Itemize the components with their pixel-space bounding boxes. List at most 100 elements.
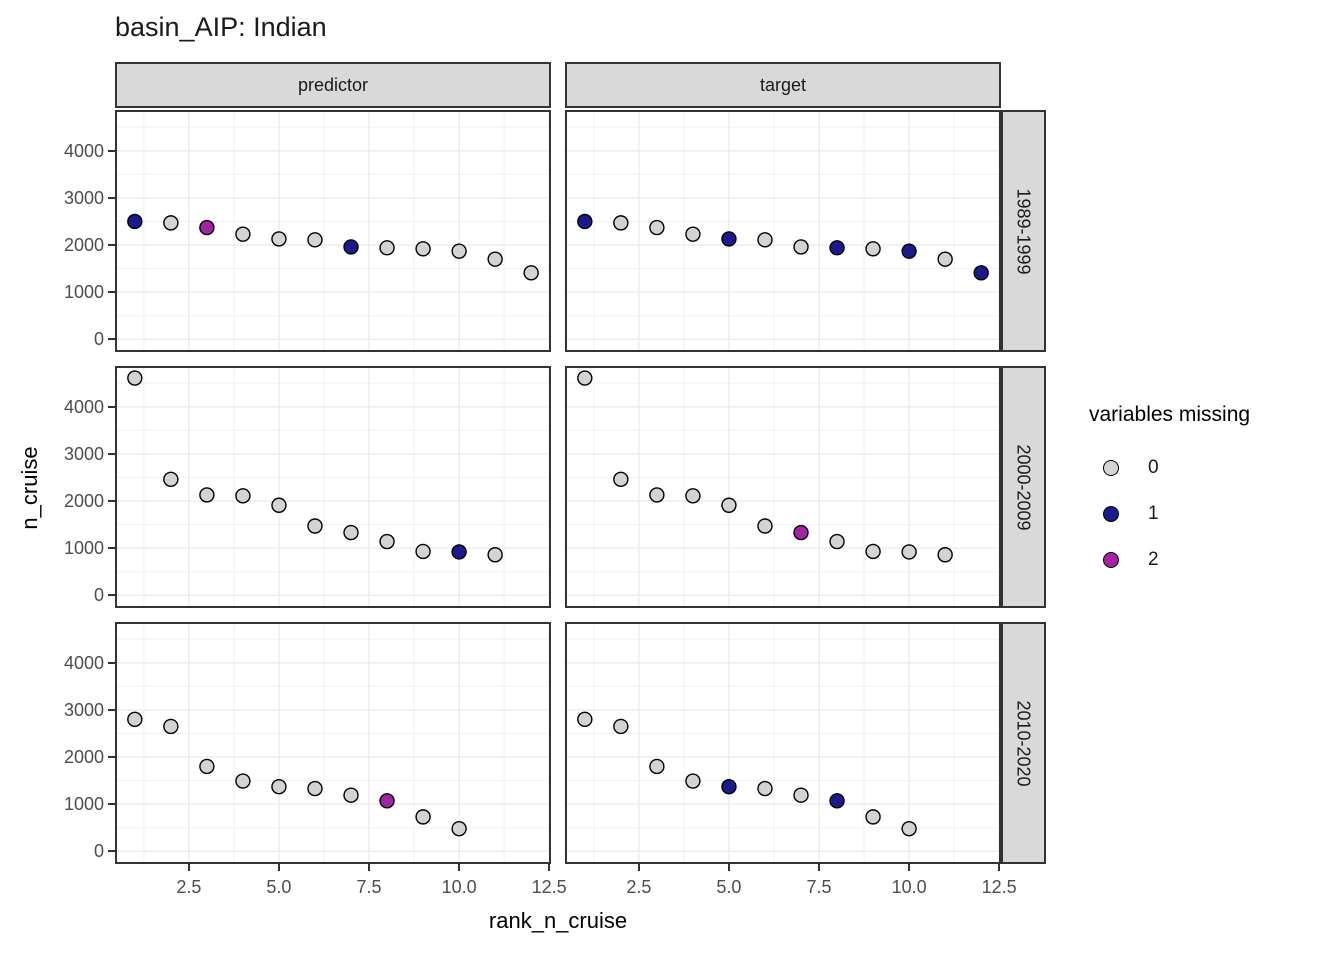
data-point xyxy=(865,241,881,257)
facet-strip-label: predictor xyxy=(297,74,369,95)
data-point xyxy=(307,518,323,534)
y-tick-label: 1000 xyxy=(63,538,104,559)
data-point xyxy=(757,780,773,797)
x-tick-mark xyxy=(277,864,280,871)
data-point xyxy=(451,820,467,837)
y-tick-label: 3000 xyxy=(63,443,104,464)
data-point xyxy=(307,232,323,248)
data-point xyxy=(865,809,881,825)
y-tick-label: 3000 xyxy=(63,699,104,720)
panel-border xyxy=(565,110,1001,352)
y-tick-label: 0 xyxy=(93,329,104,350)
facet-strip-1989-1999: 1989-1999 xyxy=(1001,110,1046,352)
y-tick-mark xyxy=(108,291,115,294)
legend-entry-2: 2 xyxy=(1089,547,1339,573)
panel-border xyxy=(115,622,551,864)
data-point xyxy=(793,787,809,803)
y-tick-mark xyxy=(108,661,115,664)
legend-marker-0-icon xyxy=(1103,460,1119,476)
data-point xyxy=(793,524,809,541)
x-tick-label: 2.5 xyxy=(626,877,652,897)
legend-entry-label: 1 xyxy=(1148,503,1159,524)
data-point xyxy=(415,809,431,825)
data-point xyxy=(937,547,953,563)
y-tick-label: 2000 xyxy=(63,747,104,768)
data-point xyxy=(685,773,701,789)
data-point xyxy=(127,711,143,728)
panel-predictor-2000-2009 xyxy=(115,366,551,608)
y-tick-label: 1000 xyxy=(63,282,104,303)
facet-strip-predictor: predictor xyxy=(115,62,551,108)
data-point xyxy=(577,370,593,386)
y-tick-mark xyxy=(108,594,115,597)
panel-border xyxy=(115,110,551,352)
y-tick-mark xyxy=(108,850,115,853)
panel-plot-area xyxy=(565,366,1001,608)
facet-strip-label: 1989-1999 xyxy=(1014,187,1034,275)
y-tick-label: 3000 xyxy=(63,187,104,208)
data-point xyxy=(937,251,953,267)
x-tick-label: 5.0 xyxy=(266,877,292,897)
data-point xyxy=(901,243,917,259)
data-point xyxy=(415,543,431,560)
x-tick-label: 10.0 xyxy=(441,877,477,897)
panel-plot-area xyxy=(565,622,1001,864)
panel-predictor-2010-2020 xyxy=(115,622,551,864)
data-point xyxy=(307,780,323,797)
panel-plot-area xyxy=(115,110,551,352)
panel-target-2000-2009 xyxy=(565,366,1001,608)
legend: variables missing 0 1 2 xyxy=(1089,403,1339,593)
panel-border xyxy=(565,622,1001,864)
legend-entry-label: 0 xyxy=(1148,457,1159,478)
y-tick-label: 4000 xyxy=(63,140,104,161)
data-point xyxy=(163,215,179,231)
data-point xyxy=(235,773,251,789)
grid-major xyxy=(565,366,1001,608)
data-point xyxy=(415,241,431,257)
data-point xyxy=(271,497,287,513)
data-point xyxy=(721,779,737,795)
y-tick-mark xyxy=(108,149,115,152)
data-point xyxy=(829,533,845,550)
x-tick-mark xyxy=(368,864,371,871)
x-tick-mark xyxy=(727,864,730,871)
data-point xyxy=(613,471,629,488)
y-tick-label: 2000 xyxy=(63,235,104,256)
panel-target-2010-2020 xyxy=(565,622,1001,864)
x-tick-mark xyxy=(548,864,551,871)
facet-strip-label: 2010-2020 xyxy=(1014,699,1034,787)
y-tick-mark xyxy=(108,338,115,341)
facet-strip-target: target xyxy=(565,62,1001,108)
data-point xyxy=(901,544,917,560)
data-point xyxy=(271,231,287,247)
data-point xyxy=(577,213,593,230)
data-point xyxy=(829,240,845,256)
data-point xyxy=(973,265,989,281)
data-point xyxy=(379,240,395,256)
data-point xyxy=(685,226,701,242)
y-tick-label: 1000 xyxy=(63,794,104,815)
data-point xyxy=(487,251,503,267)
x-tick-label: 12.5 xyxy=(981,877,1017,897)
x-tick-mark xyxy=(998,864,1001,871)
y-tick-label: 2000 xyxy=(63,491,104,512)
legend-marker-2-icon xyxy=(1103,552,1119,568)
x-tick-label: 10.0 xyxy=(891,877,927,897)
data-point xyxy=(901,820,917,837)
x-tick-label: 7.5 xyxy=(806,877,832,897)
data-point xyxy=(343,524,359,541)
chart-title: basin_AIP: Indian xyxy=(115,12,327,42)
y-tick-mark xyxy=(108,405,115,408)
x-tick-mark xyxy=(908,864,911,871)
x-tick-label: 2.5 xyxy=(176,877,202,897)
data-point xyxy=(271,779,287,795)
x-axis-title: rank_n_cruise xyxy=(488,908,628,933)
data-point xyxy=(757,518,773,534)
data-point xyxy=(163,471,179,488)
legend-entry-0: 0 xyxy=(1089,455,1339,481)
facet-strip-2000-2009: 2000-2009 xyxy=(1001,366,1046,608)
x-tick-mark xyxy=(818,864,821,871)
y-tick-label: 0 xyxy=(93,841,104,862)
grid-major xyxy=(565,110,1001,352)
data-point xyxy=(199,487,215,503)
